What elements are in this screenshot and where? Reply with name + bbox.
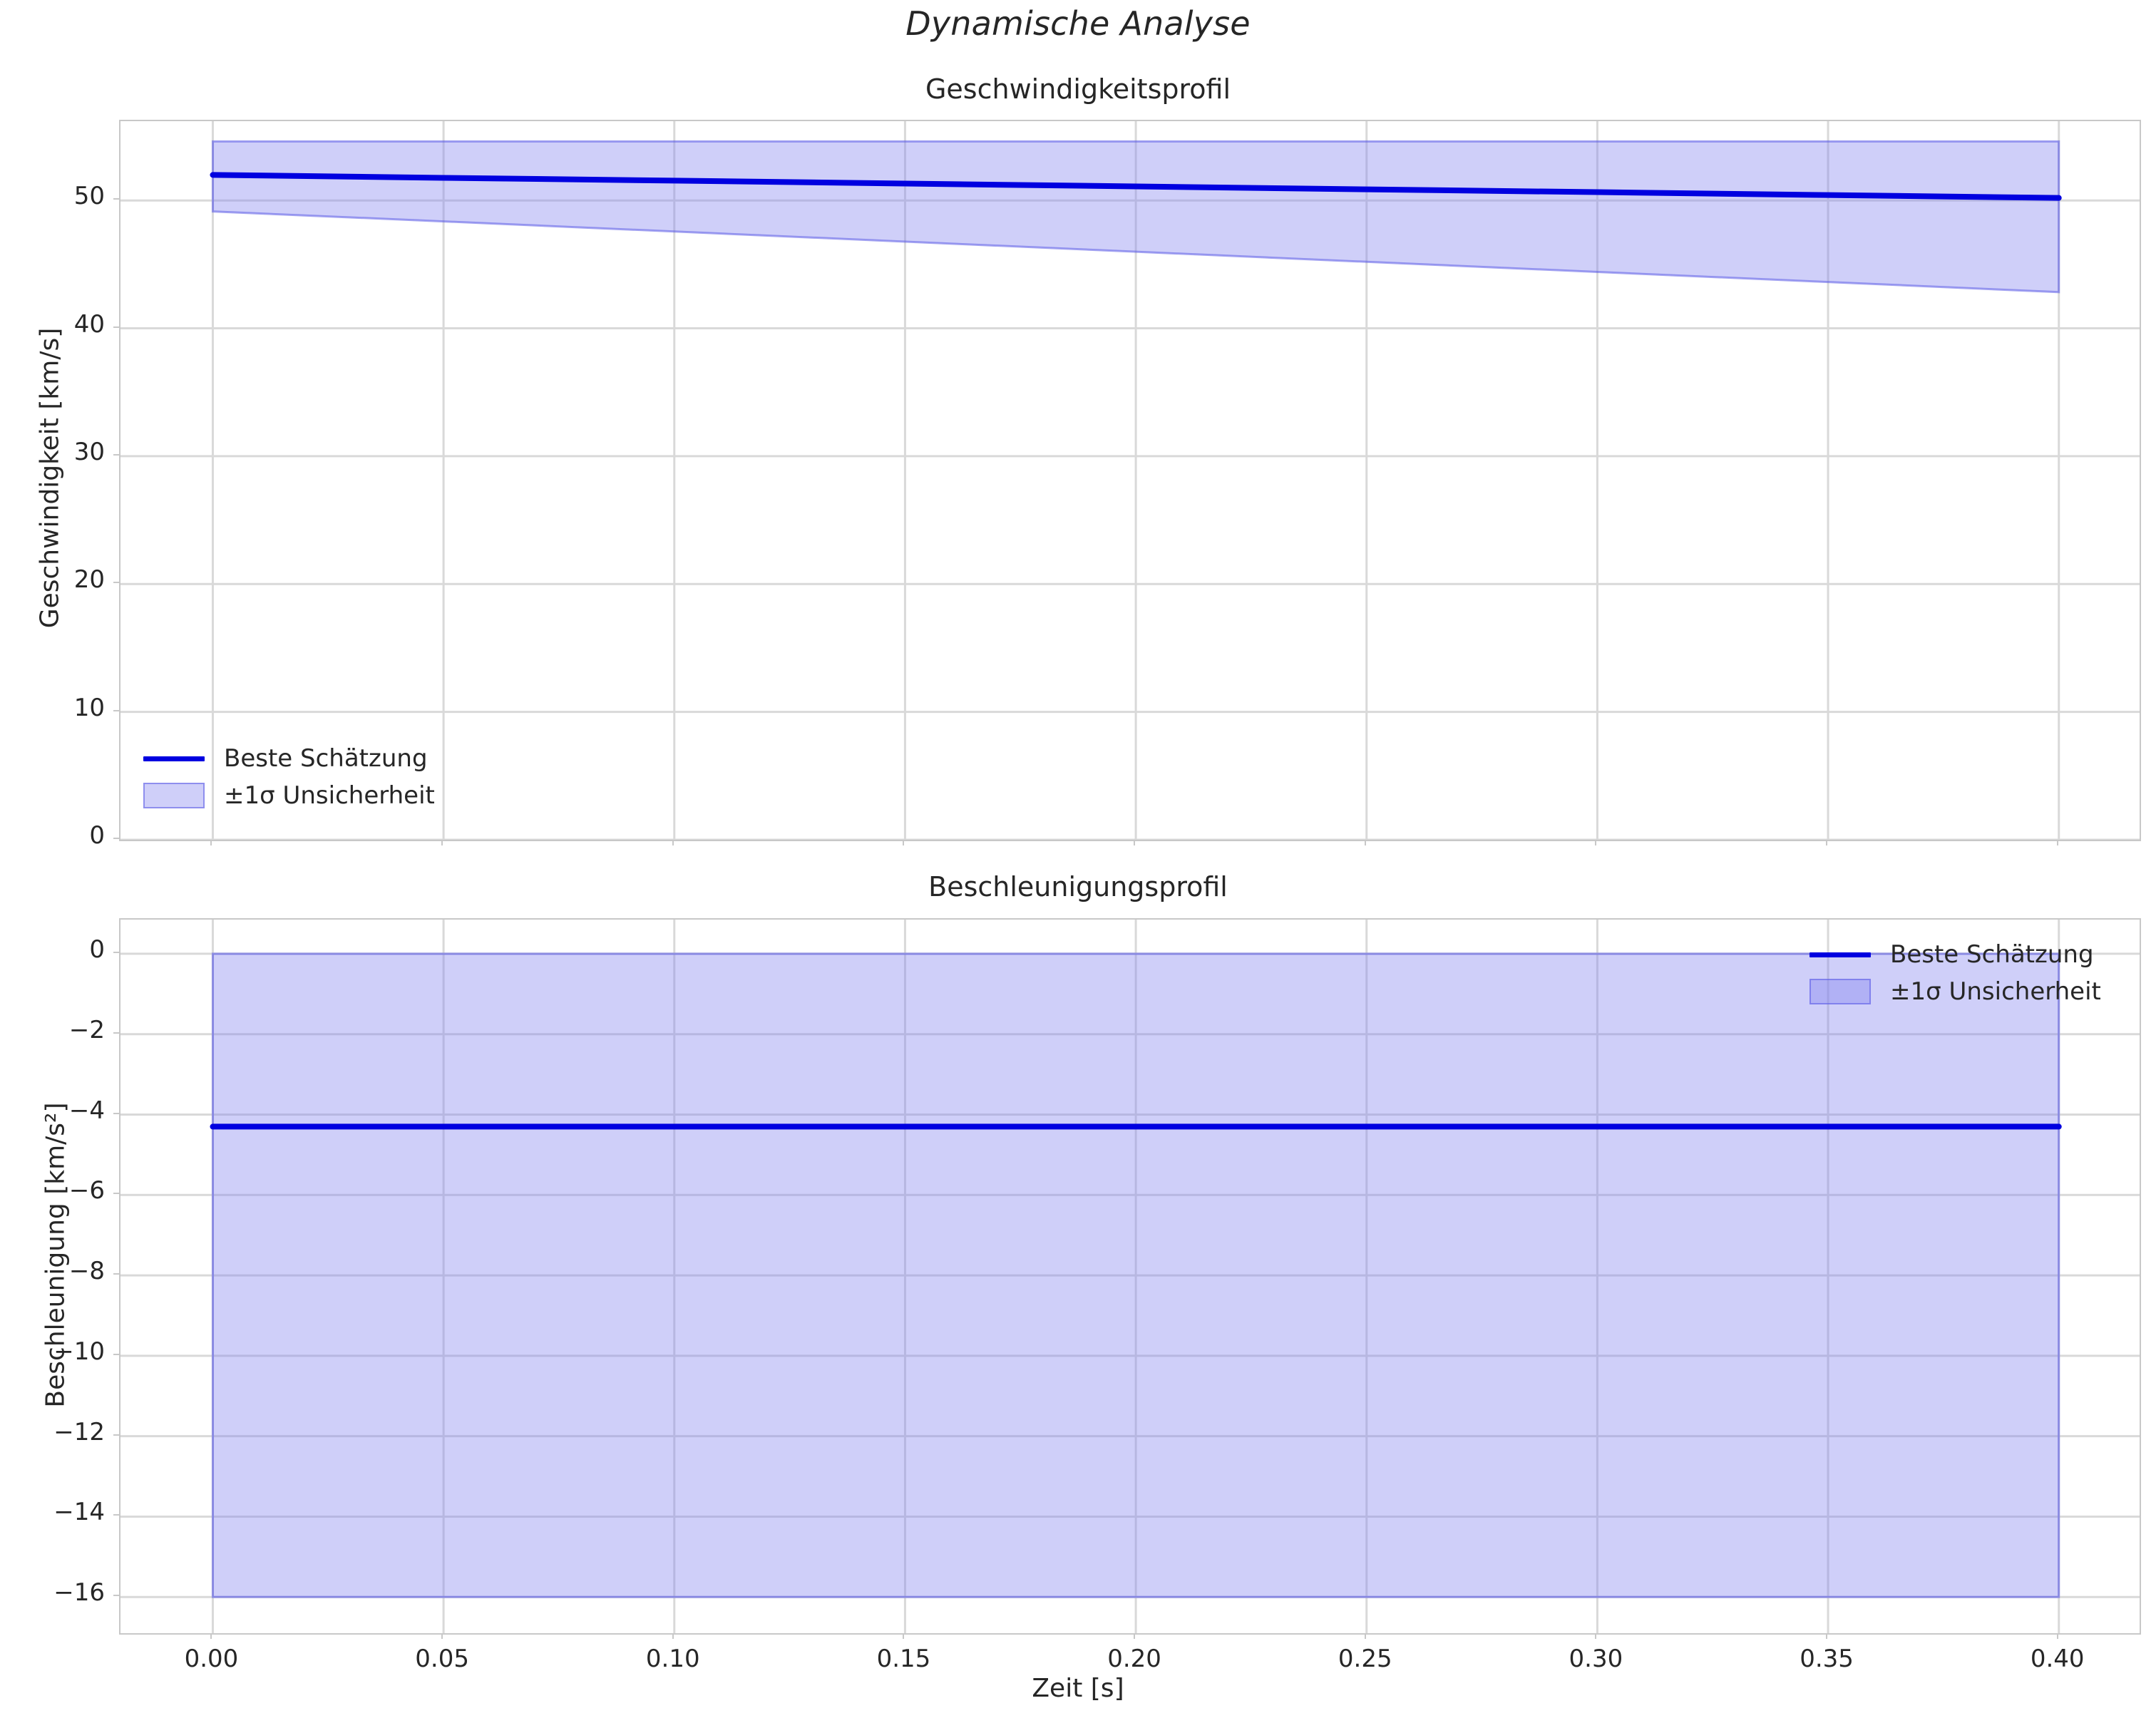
xtick-mark (1595, 1633, 1597, 1639)
xtick-mark (1595, 840, 1597, 845)
xtick-label: 0.30 (1569, 1645, 1623, 1673)
subplot-1-ylabel: Geschwindigkeit [km/s] (35, 327, 65, 629)
legend-band-swatch-icon (1806, 979, 1874, 1004)
xtick-label: 0.10 (645, 1645, 700, 1673)
ytick-label: −4 (68, 1096, 105, 1125)
xtick-mark (903, 1633, 905, 1639)
ytick-label: −2 (68, 1015, 105, 1044)
ytick-label: 30 (73, 437, 105, 466)
subplot-2-uncertainty-band (211, 952, 2060, 1598)
xtick-label: 0.15 (876, 1645, 931, 1673)
xtick-mark (1134, 840, 1136, 845)
subplot-2-legend: Beste Schätzung ±1σ Unsicherheit (1806, 936, 2101, 1010)
ytick-label: −8 (68, 1257, 105, 1286)
xtick-label: 0.05 (415, 1645, 469, 1673)
xtick-mark (1364, 1633, 1366, 1639)
ytick-mark (113, 453, 119, 456)
xtick-label: 0.40 (2030, 1645, 2085, 1673)
subplot-2-plot-area[interactable] (119, 918, 2141, 1635)
ytick-label: 0 (89, 935, 105, 964)
xtick-mark (2056, 840, 2058, 845)
xtick-label: 0.00 (184, 1645, 239, 1673)
xtick-mark (903, 840, 905, 845)
xtick-mark (1134, 1633, 1136, 1639)
subplot-2-title: Beschleunigungsprofil (928, 871, 1228, 902)
ytick-mark (113, 1353, 119, 1355)
ytick-label: −10 (53, 1337, 105, 1366)
subplot-1-svg (120, 121, 2140, 840)
legend-band-swatch-icon (140, 783, 208, 808)
ytick-mark (113, 198, 119, 200)
subplot-2-svg (120, 920, 2140, 1633)
xtick-mark (672, 840, 674, 845)
figure-xlabel: Zeit [s] (1032, 1674, 1124, 1703)
xtick-label: 0.25 (1338, 1645, 1392, 1673)
subplot-1-title: Geschwindigkeitsprofil (925, 73, 1231, 105)
subplot-1-legend: Beste Schätzung ±1σ Unsicherheit (140, 740, 435, 814)
legend-entry-band[interactable]: ±1σ Unsicherheit (1806, 973, 2101, 1010)
ytick-mark (113, 1112, 119, 1114)
xtick-mark (2056, 1633, 2058, 1639)
legend-entry-line[interactable]: Beste Schätzung (140, 740, 435, 777)
ytick-label: −16 (53, 1578, 105, 1608)
xtick-mark (210, 1633, 212, 1639)
legend-band-label: ±1σ Unsicherheit (224, 781, 435, 810)
ytick-label: 0 (89, 821, 105, 850)
legend-line-label: Beste Schätzung (224, 744, 428, 773)
ytick-label: 40 (73, 309, 105, 339)
xtick-mark (1364, 840, 1366, 845)
xtick-label: 0.20 (1107, 1645, 1161, 1673)
legend-line-swatch-icon (140, 756, 208, 761)
legend-entry-line[interactable]: Beste Schätzung (1806, 936, 2101, 973)
xtick-mark (441, 1633, 443, 1639)
legend-entry-band[interactable]: ±1σ Unsicherheit (140, 777, 435, 814)
legend-band-label: ±1σ Unsicherheit (1890, 977, 2101, 1006)
ytick-mark (113, 1595, 119, 1597)
legend-line-swatch-icon (1806, 952, 1874, 957)
xtick-mark (672, 1633, 674, 1639)
ytick-mark (113, 951, 119, 953)
xtick-mark (210, 840, 212, 845)
ytick-label: −14 (53, 1498, 105, 1527)
ytick-label: 50 (73, 182, 105, 211)
ytick-mark (113, 709, 119, 711)
ytick-mark (113, 1273, 119, 1275)
xtick-mark (1826, 840, 1828, 845)
figure-suptitle: Dynamische Analyse (905, 4, 1251, 43)
ytick-mark (113, 326, 119, 328)
ytick-mark (113, 1434, 119, 1436)
xtick-mark (1826, 1633, 1828, 1639)
ytick-mark (113, 1193, 119, 1195)
ytick-mark (113, 582, 119, 584)
ytick-label: 20 (73, 565, 105, 595)
xtick-mark (441, 840, 443, 845)
subplot-1-mean-line (210, 172, 2062, 201)
ytick-mark (113, 1514, 119, 1516)
ytick-label: −6 (68, 1176, 105, 1205)
legend-line-label: Beste Schätzung (1890, 940, 2094, 969)
xtick-label: 0.35 (1800, 1645, 1854, 1673)
ytick-label: −12 (53, 1417, 105, 1446)
subplot-1-plot-area[interactable] (119, 120, 2141, 841)
subplot-1-gridlines (120, 121, 2140, 840)
ytick-mark (113, 838, 119, 839)
ytick-mark (113, 1032, 119, 1034)
ytick-label: 10 (73, 693, 105, 722)
